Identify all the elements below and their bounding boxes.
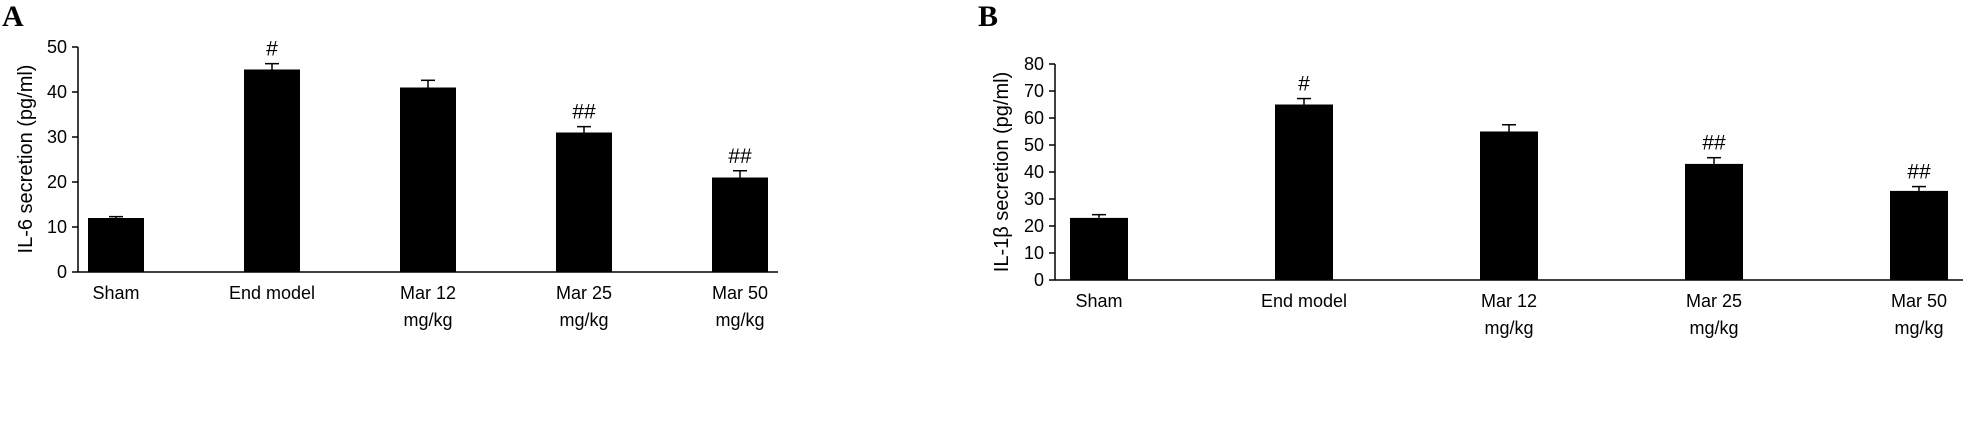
panel-a-bar — [88, 218, 144, 272]
panel-b-y-tick-label: 80 — [1024, 54, 1044, 74]
panel-b-x-tick-label: Mar 25 — [1686, 291, 1742, 311]
panel-b-y-tick-label: 50 — [1024, 135, 1044, 155]
panel-b-y-tick-label: 0 — [1034, 270, 1044, 290]
panel-a-significance-label: ## — [572, 101, 596, 124]
panel-b-bar — [1070, 217, 1128, 280]
panel-a-y-tick-label: 40 — [47, 82, 67, 102]
panel-b-bar — [1685, 163, 1743, 280]
panel-b-y-tick-label: 40 — [1024, 162, 1044, 182]
panel-a-significance-label: # — [266, 38, 278, 61]
panel-b-x-tick-label: End model — [1261, 291, 1347, 311]
panel-a-x-tick-label: End model — [229, 283, 315, 303]
panel-a-y-axis-label: IL-6 secretion (pg/ml) — [15, 65, 37, 254]
panel-a-plot-area: 0 10 20 30 40 50 Sham # End model Mar 12 mg/kg ## Ma… — [47, 37, 778, 330]
panel-a-bar — [712, 177, 768, 272]
panel-b-bar — [1890, 190, 1948, 280]
panel-b: B IL-1β secretion (pg/ml) 0 10 20 30 40 50 60 7… — [978, 0, 1963, 338]
panel-a-y-tick-label: 50 — [47, 37, 67, 57]
panel-b-plot-area: 0 10 20 30 40 50 60 70 80 Sham # End model Mar 12 mg/… — [1024, 54, 1963, 338]
panel-a-x-tick-label: Mar 50 — [712, 283, 768, 303]
panel-b-bar — [1480, 131, 1538, 280]
panel-a-x-tick-label: Sham — [92, 283, 139, 303]
panel-b-x-tick-label: Mar 12 — [1481, 291, 1537, 311]
panel-a-bar — [400, 87, 456, 272]
panel-b-y-tick-label: 10 — [1024, 243, 1044, 263]
panel-a-letter: A — [2, 0, 24, 33]
panel-b-y-tick-label: 30 — [1024, 189, 1044, 209]
panel-a-significance-label: ## — [728, 145, 752, 168]
panel-b-x-tick-label: mg/kg — [1484, 318, 1533, 338]
panel-a-x-tick-label: Mar 25 — [556, 283, 612, 303]
panel-b-bar — [1275, 104, 1333, 280]
panel-b-y-tick-label: 20 — [1024, 216, 1044, 236]
panel-a-x-tick-label: mg/kg — [559, 310, 608, 330]
panel-b-y-tick-label: 60 — [1024, 108, 1044, 128]
panel-a-y-tick-label: 10 — [47, 217, 67, 237]
panel-b-significance-label: # — [1298, 73, 1310, 96]
panel-b-x-tick-label: mg/kg — [1894, 318, 1943, 338]
panel-a-x-tick-label: mg/kg — [715, 310, 764, 330]
panel-b-letter: B — [978, 0, 998, 33]
panel-b-significance-label: ## — [1702, 132, 1726, 155]
panel-a-bar — [244, 69, 300, 272]
panel-a: A IL-6 secretion (pg/ml) 0 10 20 30 40 50 Sham… — [2, 0, 778, 330]
panel-a-y-tick-label: 30 — [47, 127, 67, 147]
panel-a-y-tick-label: 0 — [57, 262, 67, 282]
panel-a-x-tick-label: Mar 12 — [400, 283, 456, 303]
panel-a-y-tick-label: 20 — [47, 172, 67, 192]
panel-b-x-tick-label: Mar 50 — [1891, 291, 1947, 311]
panel-b-x-tick-label: mg/kg — [1689, 318, 1738, 338]
panel-b-y-tick-label: 70 — [1024, 81, 1044, 101]
panel-b-y-axis-label: IL-1β secretion (pg/ml) — [991, 72, 1013, 272]
panel-b-x-tick-label: Sham — [1075, 291, 1122, 311]
panel-a-bar — [556, 132, 612, 272]
panel-b-significance-label: ## — [1907, 161, 1931, 184]
panel-a-x-tick-label: mg/kg — [403, 310, 452, 330]
